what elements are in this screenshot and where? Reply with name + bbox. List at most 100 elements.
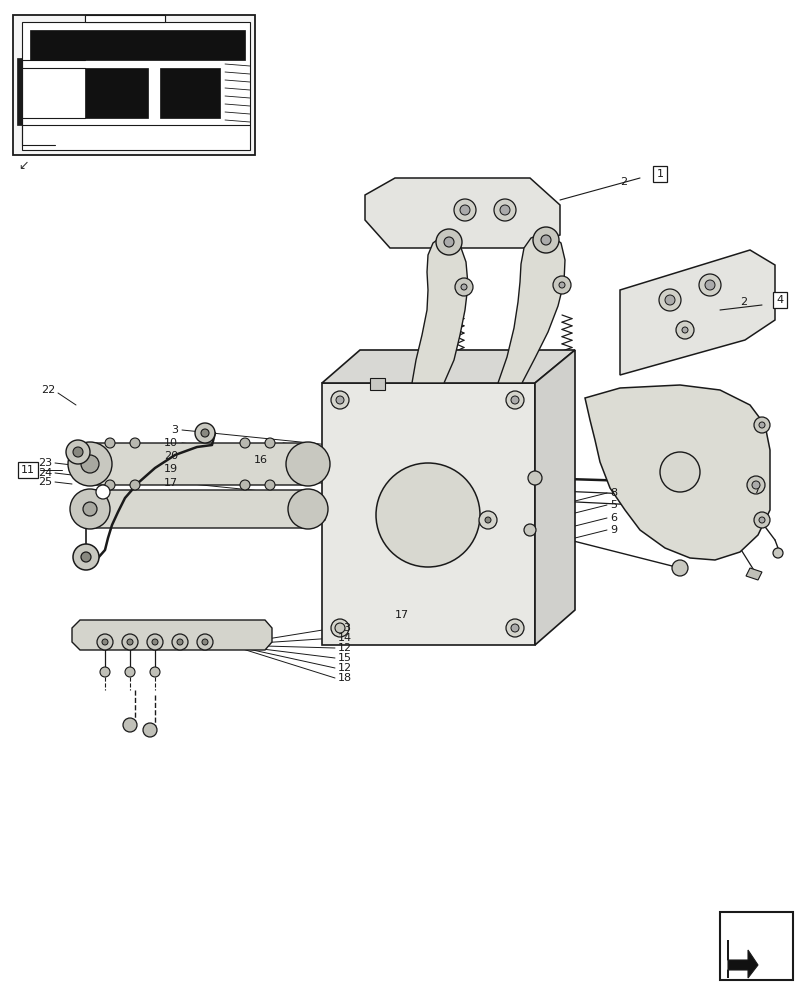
Circle shape xyxy=(532,227,558,253)
Polygon shape xyxy=(411,237,467,383)
Text: 23: 23 xyxy=(38,458,52,468)
Circle shape xyxy=(672,560,687,576)
Polygon shape xyxy=(584,385,769,560)
Circle shape xyxy=(130,438,139,448)
Circle shape xyxy=(264,438,275,448)
Circle shape xyxy=(68,442,112,486)
Text: 9: 9 xyxy=(609,525,616,535)
Bar xyxy=(719,912,792,980)
Text: 19: 19 xyxy=(164,464,178,474)
Circle shape xyxy=(288,489,328,529)
Text: 7: 7 xyxy=(752,485,759,495)
Text: 15: 15 xyxy=(337,653,351,663)
Text: 6: 6 xyxy=(609,513,616,523)
Circle shape xyxy=(81,552,91,562)
Circle shape xyxy=(523,524,535,536)
Circle shape xyxy=(66,440,90,464)
Circle shape xyxy=(81,455,99,473)
Text: 4: 4 xyxy=(775,295,783,305)
Circle shape xyxy=(240,480,250,490)
Circle shape xyxy=(336,624,344,632)
Text: 18: 18 xyxy=(337,673,352,683)
Circle shape xyxy=(335,623,345,633)
Polygon shape xyxy=(281,460,296,470)
Polygon shape xyxy=(370,378,384,390)
Circle shape xyxy=(285,442,329,486)
Circle shape xyxy=(510,396,518,404)
Text: 2: 2 xyxy=(739,297,746,307)
Polygon shape xyxy=(365,178,560,248)
Circle shape xyxy=(202,639,208,645)
Text: 24: 24 xyxy=(37,468,52,478)
Circle shape xyxy=(772,548,782,558)
Polygon shape xyxy=(281,443,298,453)
Circle shape xyxy=(201,429,208,437)
Polygon shape xyxy=(322,350,574,383)
Circle shape xyxy=(83,502,97,516)
Circle shape xyxy=(97,634,113,650)
Circle shape xyxy=(454,278,473,296)
Circle shape xyxy=(105,480,115,490)
Circle shape xyxy=(493,199,515,221)
Text: 22: 22 xyxy=(41,385,55,395)
Circle shape xyxy=(676,321,693,339)
Circle shape xyxy=(240,438,250,448)
Circle shape xyxy=(540,235,551,245)
Circle shape xyxy=(505,391,523,409)
Text: 17: 17 xyxy=(164,478,178,488)
Polygon shape xyxy=(727,940,757,978)
Polygon shape xyxy=(75,490,324,528)
Circle shape xyxy=(758,517,764,523)
Circle shape xyxy=(746,476,764,494)
Text: 8: 8 xyxy=(609,488,616,498)
Text: 17: 17 xyxy=(394,610,409,620)
Circle shape xyxy=(461,284,466,290)
Circle shape xyxy=(177,639,182,645)
Text: 13: 13 xyxy=(337,623,351,633)
Circle shape xyxy=(122,718,137,732)
Circle shape xyxy=(331,619,349,637)
Circle shape xyxy=(681,327,687,333)
Circle shape xyxy=(336,396,344,404)
Circle shape xyxy=(659,289,680,311)
Polygon shape xyxy=(322,383,534,645)
Text: 10: 10 xyxy=(164,438,178,448)
Text: 11: 11 xyxy=(21,465,35,475)
Circle shape xyxy=(664,295,674,305)
Polygon shape xyxy=(72,620,272,650)
Text: 2: 2 xyxy=(620,177,626,187)
Text: 5: 5 xyxy=(609,500,616,510)
Text: 20: 20 xyxy=(164,451,178,461)
Circle shape xyxy=(453,199,475,221)
Polygon shape xyxy=(30,30,245,60)
Circle shape xyxy=(331,391,349,409)
Circle shape xyxy=(751,481,759,489)
Text: 25: 25 xyxy=(38,477,52,487)
Polygon shape xyxy=(745,568,761,580)
Circle shape xyxy=(758,422,764,428)
Circle shape xyxy=(122,634,138,650)
Circle shape xyxy=(505,619,523,637)
Circle shape xyxy=(172,634,188,650)
Circle shape xyxy=(552,276,570,294)
Circle shape xyxy=(558,282,564,288)
Text: 3: 3 xyxy=(171,425,178,435)
Text: 21: 21 xyxy=(79,497,93,507)
Polygon shape xyxy=(497,234,564,383)
Text: 16: 16 xyxy=(254,455,268,465)
Polygon shape xyxy=(85,15,165,22)
Polygon shape xyxy=(75,443,324,485)
Circle shape xyxy=(152,639,158,645)
Polygon shape xyxy=(534,350,574,645)
Circle shape xyxy=(375,463,479,567)
Circle shape xyxy=(96,485,109,499)
Circle shape xyxy=(73,544,99,570)
Text: 1: 1 xyxy=(655,169,663,179)
Text: 14: 14 xyxy=(337,633,352,643)
Polygon shape xyxy=(22,22,250,150)
Text: 12: 12 xyxy=(337,663,352,673)
Circle shape xyxy=(100,667,109,677)
Circle shape xyxy=(698,274,720,296)
Circle shape xyxy=(444,237,453,247)
Circle shape xyxy=(143,723,157,737)
